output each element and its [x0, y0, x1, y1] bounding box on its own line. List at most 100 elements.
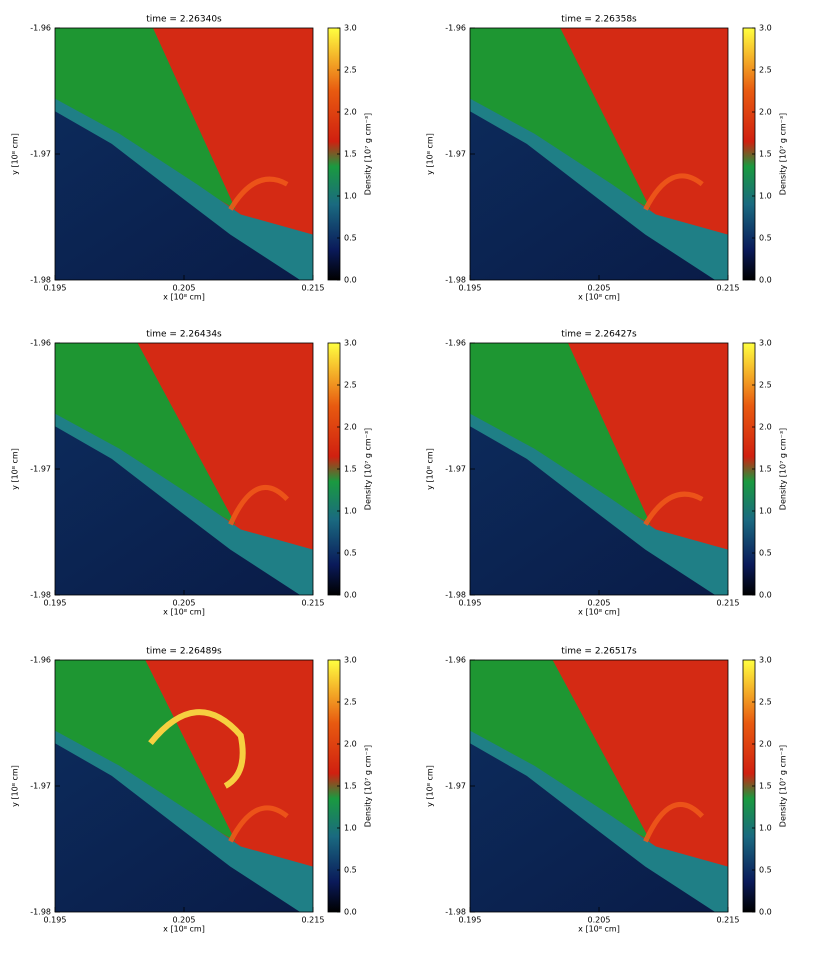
field-core — [470, 111, 716, 280]
colorbar-tick-label: 2.0 — [344, 740, 357, 749]
y-tick-label: -1.96 — [445, 656, 466, 665]
y-tick-label: -1.96 — [30, 656, 51, 665]
x-tick-label: 0.215 — [302, 916, 325, 925]
colorbar-tick-label: 1.5 — [759, 782, 772, 791]
x-tick-label: 0.205 — [588, 916, 611, 925]
y-axis-label: y [10⁸ cm] — [426, 765, 435, 807]
colorbar-tick-label: 2.0 — [344, 108, 357, 117]
colorbar-tick-label: 2.0 — [759, 423, 772, 432]
x-tick-label: 0.215 — [717, 284, 740, 293]
y-tick-label: -1.98 — [30, 591, 51, 600]
colorbar-tick-label: 0.5 — [344, 234, 357, 243]
colorbar-tick-label: 3.0 — [344, 339, 357, 348]
colorbar-tick-label: 3.0 — [759, 24, 772, 33]
colorbar-tick-label: 0.5 — [344, 549, 357, 558]
colorbar-tick-label: 2.5 — [759, 66, 772, 75]
field-jet — [643, 173, 704, 211]
colorbar-tick-label: 1.5 — [759, 465, 772, 474]
y-axis-label: y [10⁸ cm] — [426, 133, 435, 175]
y-axis-label: y [10⁸ cm] — [11, 448, 20, 490]
colorbar-tick-label: 1.0 — [344, 192, 357, 201]
chart-title: time = 2.26434s — [146, 330, 222, 340]
y-tick-label: -1.96 — [30, 24, 51, 33]
x-tick-label: 0.215 — [717, 916, 740, 925]
y-axis-label: y [10⁸ cm] — [11, 765, 20, 807]
y-tick-label: -1.96 — [30, 339, 51, 348]
field-low-density-wedge — [470, 660, 651, 842]
field-jet — [643, 802, 705, 843]
y-tick-label: -1.98 — [445, 591, 466, 600]
colorbar-tick-label: 1.0 — [344, 824, 357, 833]
colorbar-tick-label: 1.5 — [759, 150, 772, 159]
colorbar-tick-label: 1.5 — [344, 782, 357, 791]
chart-title: time = 2.26427s — [561, 330, 637, 340]
field-low-density-wedge — [470, 28, 651, 210]
colorbar-tick-label: 0.0 — [344, 276, 357, 285]
colorbar-tick-label: 0.0 — [344, 591, 357, 600]
y-tick-label: -1.97 — [30, 150, 51, 159]
chart-title: time = 2.26340s — [146, 15, 222, 25]
y-tick-label: -1.98 — [445, 276, 466, 285]
colorbar-tick-label: 2.0 — [759, 740, 772, 749]
x-axis-label: x [10⁸ cm] — [578, 608, 620, 617]
colorbar-tick-label: 1.5 — [344, 150, 357, 159]
field-jet — [228, 805, 289, 843]
field-arc — [148, 709, 246, 789]
colorbar-tick-label: 0.0 — [759, 591, 772, 600]
y-tick-label: -1.97 — [30, 465, 51, 474]
field-low-density-wedge — [470, 343, 651, 525]
x-tick-label: 0.205 — [173, 284, 196, 293]
colorbar-tick-label: 0.5 — [759, 549, 772, 558]
x-tick-label: 0.205 — [173, 916, 196, 925]
x-tick-label: 0.205 — [173, 599, 196, 608]
colorbar-tick-label: 1.0 — [344, 507, 357, 516]
field-low-density-wedge — [55, 660, 236, 842]
colorbar-tick-label: 1.0 — [759, 507, 772, 516]
colorbar-label: Density [10⁷ g cm⁻³] — [364, 428, 373, 510]
chart-title: time = 2.26517s — [561, 647, 637, 657]
colorbar-label: Density [10⁷ g cm⁻³] — [779, 428, 788, 510]
field-core — [470, 743, 716, 912]
colorbar-tick-label: 2.5 — [344, 66, 357, 75]
colorbar-tick-label: 0.0 — [344, 908, 357, 917]
x-axis-label: x [10⁸ cm] — [163, 293, 205, 302]
colorbar-tick-label: 0.5 — [344, 866, 357, 875]
y-tick-label: -1.97 — [445, 465, 466, 474]
field-core — [55, 426, 301, 595]
x-tick-label: 0.205 — [588, 599, 611, 608]
colorbar-tick-label: 2.5 — [344, 698, 357, 707]
colorbar-tick-label: 3.0 — [759, 339, 772, 348]
colorbar-tick-label: 1.0 — [759, 192, 772, 201]
field-low-density-wedge — [55, 343, 236, 525]
colorbar-tick-label: 2.5 — [759, 698, 772, 707]
x-axis-label: x [10⁸ cm] — [163, 608, 205, 617]
field-jet — [228, 485, 290, 526]
field-jet — [643, 491, 704, 526]
y-axis-label: y [10⁸ cm] — [426, 448, 435, 490]
colorbar-tick-label: 2.0 — [759, 108, 772, 117]
colorbar-tick-label: 0.5 — [759, 234, 772, 243]
y-tick-label: -1.98 — [30, 908, 51, 917]
colorbar-tick-label: 3.0 — [344, 656, 357, 665]
colorbar-label: Density [10⁷ g cm⁻³] — [779, 113, 788, 195]
x-tick-label: 0.195 — [44, 599, 67, 608]
colorbar-label: Density [10⁷ g cm⁻³] — [779, 745, 788, 827]
y-tick-label: -1.98 — [30, 276, 51, 285]
colorbar-tick-label: 1.5 — [344, 465, 357, 474]
x-tick-label: 0.195 — [459, 599, 482, 608]
x-tick-label: 0.215 — [717, 599, 740, 608]
x-tick-label: 0.195 — [459, 284, 482, 293]
x-axis-label: x [10⁸ cm] — [578, 293, 620, 302]
y-tick-label: -1.97 — [445, 150, 466, 159]
x-axis-label: x [10⁸ cm] — [163, 925, 205, 934]
field-core — [470, 426, 716, 595]
y-tick-label: -1.97 — [30, 782, 51, 791]
y-axis-label: y [10⁸ cm] — [11, 133, 20, 175]
x-tick-label: 0.195 — [44, 916, 67, 925]
x-tick-label: 0.205 — [588, 284, 611, 293]
colorbar-tick-label: 3.0 — [344, 24, 357, 33]
colorbar-tick-label: 0.0 — [759, 276, 772, 285]
chart-title: time = 2.26358s — [561, 15, 637, 25]
